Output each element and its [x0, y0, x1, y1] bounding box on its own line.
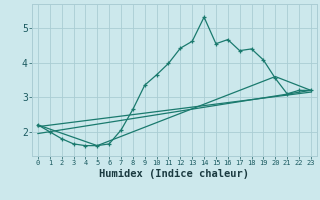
X-axis label: Humidex (Indice chaleur): Humidex (Indice chaleur)	[100, 169, 249, 179]
